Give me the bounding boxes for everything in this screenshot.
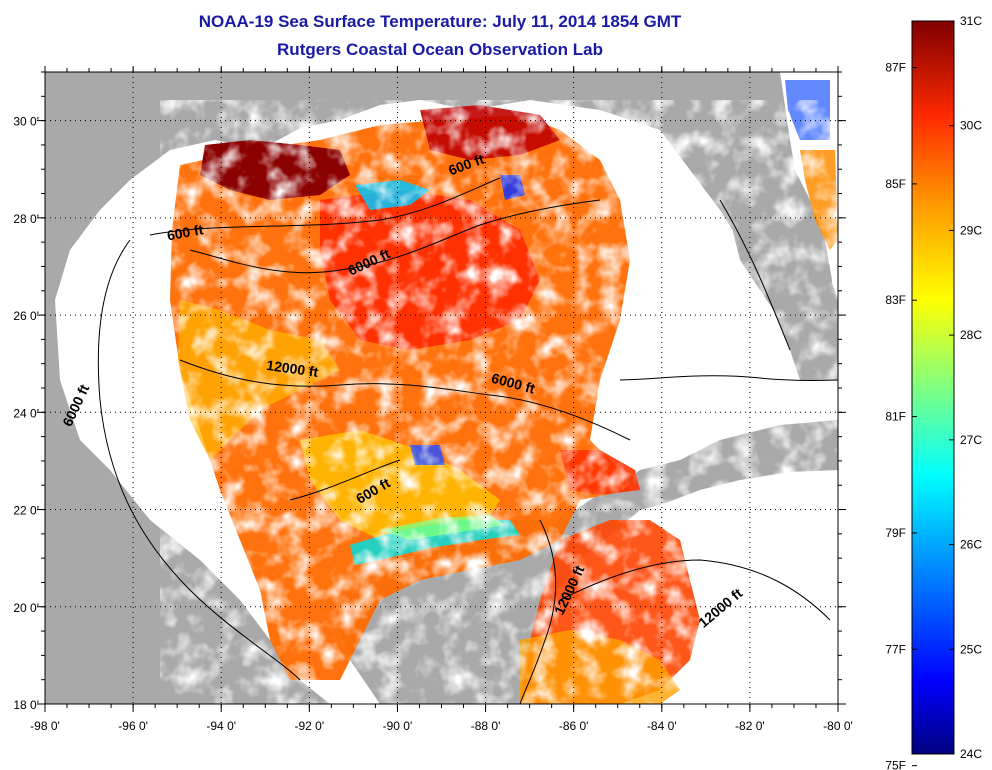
colorbar-fahrenheit-label: 79F [885, 526, 906, 540]
lat-label: 30 0' [13, 115, 39, 129]
colorbar-fahrenheit-label: 77F [885, 642, 906, 656]
contour-label: 600 ft [166, 221, 205, 243]
lon-label: -92 0' [295, 719, 325, 733]
lat-label: 22 0' [13, 504, 39, 518]
colorbar-fahrenheit-label: 81F [885, 410, 906, 424]
colorbar-celsius-label: 27C [960, 433, 982, 447]
colorbar-celsius-label: 29C [960, 223, 982, 237]
lon-label: -90 0' [383, 719, 413, 733]
colorbar-celsius-label: 26C [960, 538, 982, 552]
lat-label: 26 0' [13, 309, 39, 323]
colorbar-celsius-label: 25C [960, 642, 982, 656]
lon-label: -98 0' [30, 719, 60, 733]
lon-label: -94 0' [206, 719, 236, 733]
lon-label: -82 0' [735, 719, 765, 733]
lon-label: -88 0' [471, 719, 501, 733]
longitude-labels: -98 0' -96 0' -94 0' -92 0' -90 0' -88 0' -86 … [30, 719, 853, 733]
lat-label: 24 0' [13, 406, 39, 420]
colorbar-fahrenheit-label: 75F [885, 759, 906, 770]
colorbar-celsius-label: 28C [960, 328, 982, 342]
colorbar-labels: 31C 30C 29C 28C 27C 26C 25C 24C 87F 85F 83F 81F 79F 7… [885, 14, 982, 770]
latitude-labels: 30 0' 28 0' 26 0' 24 0' 22 0' 20 0' 18 0' [13, 115, 39, 712]
lon-label: -86 0' [559, 719, 589, 733]
colorbar-celsius-label: 30C [960, 119, 982, 133]
lon-label: -80 0' [823, 719, 853, 733]
contour-label: 12000 ft [265, 357, 319, 380]
lon-label: -96 0' [118, 719, 148, 733]
lat-label: 20 0' [13, 601, 39, 615]
colorbar-fahrenheit-label: 87F [885, 61, 906, 75]
map-subtitle: Rutgers Coastal Ocean Observation Lab [277, 40, 603, 59]
colorbar-fahrenheit-label: 85F [885, 177, 906, 191]
axis-ticks [37, 66, 846, 712]
map-title: NOAA-19 Sea Surface Temperature: July 11… [198, 12, 682, 31]
bathymetry-contours [97, 177, 838, 704]
lat-label: 28 0' [13, 212, 39, 226]
lon-label: -84 0' [647, 719, 677, 733]
colorbar-celsius-label: 24C [960, 747, 982, 761]
colorbar-fahrenheit-label: 83F [885, 293, 906, 307]
colorbar [911, 20, 955, 755]
sst-data-layer [160, 80, 838, 704]
lat-label: 18 0' [13, 698, 39, 712]
colorbar-celsius-label: 31C [960, 14, 982, 28]
grid-lines [45, 72, 838, 704]
